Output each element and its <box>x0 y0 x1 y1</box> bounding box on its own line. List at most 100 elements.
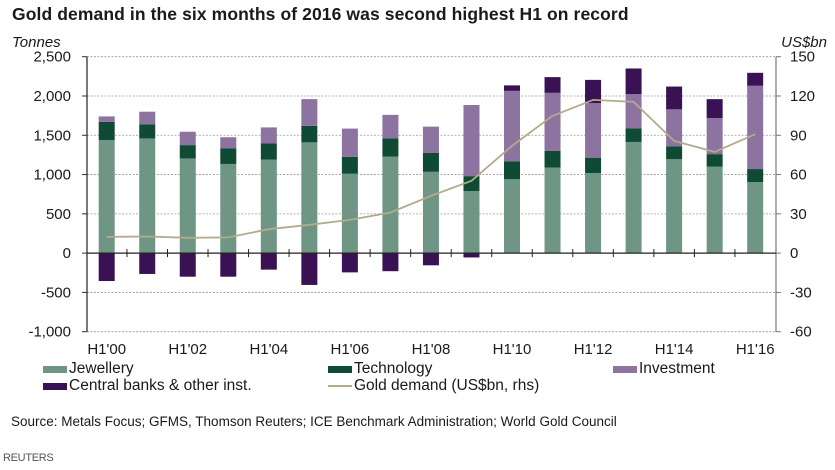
bar-technology <box>625 128 642 142</box>
bar-jewellery <box>139 138 156 254</box>
y-tick-label: 0 <box>63 245 71 262</box>
x-tick-label: H1'00 <box>87 341 126 358</box>
legend-swatch-central-banks <box>43 382 67 390</box>
bar-central-banks-other-inst <box>179 253 196 277</box>
bar-investment <box>747 85 764 170</box>
bar-technology <box>301 125 318 143</box>
tick-labels: 2,500 2,000 1,500 1,000 500 0 -500 -1,000 150 120… <box>28 49 815 358</box>
bar-central-banks-other-inst <box>341 253 358 273</box>
bar-central-banks-other-inst <box>382 253 399 272</box>
x-tick-label: H1'02 <box>168 341 207 358</box>
bar-jewellery <box>463 191 480 254</box>
bar-jewellery <box>544 167 561 254</box>
bar-jewellery <box>98 139 115 254</box>
bar-central-banks-other-inst <box>422 253 439 266</box>
y2-tick-label: 30 <box>790 206 807 223</box>
bar-jewellery <box>706 166 723 254</box>
bar-technology <box>382 138 399 157</box>
bar-jewellery <box>422 171 439 254</box>
bar-investment <box>585 103 602 158</box>
bar-technology <box>463 176 480 192</box>
bar-technology <box>666 146 683 160</box>
bar-jewellery <box>382 156 399 254</box>
chart-title: Gold demand in the six months of 2016 wa… <box>12 4 629 24</box>
y-tick-label: 1,000 <box>33 167 71 184</box>
bar-investment <box>341 128 358 157</box>
legend-item-gold-demand: Gold demand (US$bn, rhs) <box>328 377 539 395</box>
x-tick-label: H1'06 <box>331 341 370 358</box>
bar-technology <box>260 143 277 160</box>
legend-item-investment: Investment <box>613 360 715 378</box>
bar-jewellery <box>666 159 683 254</box>
x-tick-label: H1'12 <box>574 341 613 358</box>
bar-central-banks-other-inst <box>666 86 683 110</box>
bar-investment <box>260 127 277 144</box>
bar-technology <box>504 161 520 180</box>
bar-investment <box>422 126 439 153</box>
bar-technology <box>220 148 237 164</box>
y-tick-label: -1,000 <box>28 324 71 341</box>
legend-swatch-gold-demand <box>328 385 352 387</box>
bar-technology <box>585 157 602 173</box>
x-tick-label: H1'10 <box>493 341 532 358</box>
bar-central-banks-other-inst <box>706 99 723 118</box>
bar-jewellery <box>585 172 602 254</box>
y2-tick-label: 150 <box>790 49 815 66</box>
y2-tick-label: -30 <box>790 284 812 301</box>
bar-technology <box>706 154 723 167</box>
bar-technology <box>341 156 358 174</box>
legend-swatch-jewellery <box>43 365 67 373</box>
bar-investment <box>179 131 196 146</box>
bar-jewellery <box>504 179 520 254</box>
bar-investment <box>98 116 115 122</box>
bar-technology <box>139 124 156 139</box>
bar-central-banks-other-inst <box>504 85 520 91</box>
bar-central-banks-other-inst <box>544 77 561 93</box>
source-note: Source: Metals Focus; GFMS, Thomson Reut… <box>11 414 617 429</box>
y-tick-label: 2,500 <box>33 49 71 66</box>
bar-investment <box>544 92 561 151</box>
legend-label-gold-demand: Gold demand (US$bn, rhs) <box>354 377 540 394</box>
y-tick-label: 500 <box>46 206 71 223</box>
bar-central-banks-other-inst <box>220 253 237 277</box>
bar-central-banks-other-inst <box>301 253 318 285</box>
bar-jewellery <box>747 182 764 254</box>
legend-item-central-banks: Central banks & other inst. <box>43 377 252 395</box>
bar-technology <box>98 121 115 140</box>
bar-jewellery <box>260 159 277 254</box>
bar-investment <box>301 99 318 126</box>
bar-technology <box>544 150 561 168</box>
bar-investment <box>220 137 237 149</box>
credit-label: REUTERS <box>3 452 54 464</box>
bar-central-banks-other-inst <box>98 253 115 282</box>
bar-central-banks-other-inst <box>747 72 764 86</box>
legend-item-jewellery: Jewellery <box>43 360 134 378</box>
bar-technology <box>422 152 439 172</box>
y2-tick-label: 0 <box>790 245 798 262</box>
legend-item-technology: Technology <box>328 360 432 378</box>
bar-jewellery <box>341 173 358 254</box>
bar-technology <box>747 169 764 183</box>
bars <box>98 68 764 285</box>
x-tick-label: H1'14 <box>655 341 694 358</box>
y-tick-label: 1,500 <box>33 127 71 144</box>
bar-jewellery <box>179 158 196 254</box>
bar-central-banks-other-inst <box>625 68 642 95</box>
bar-technology <box>179 145 196 159</box>
x-tick-label: H1'08 <box>412 341 451 358</box>
bar-jewellery <box>301 142 318 254</box>
bar-jewellery <box>625 141 642 254</box>
y-axis-label: Tonnes <box>12 34 61 51</box>
legend-label-jewellery: Jewellery <box>69 360 134 377</box>
legend-swatch-investment <box>613 365 637 373</box>
gold-demand-line-group <box>106 99 756 239</box>
y2-axis-label: US$bn <box>781 34 827 51</box>
y-tick-label: -500 <box>41 284 71 301</box>
bar-investment <box>139 111 156 125</box>
axes <box>82 56 781 333</box>
legend-label-investment: Investment <box>639 360 715 377</box>
bar-central-banks-other-inst <box>463 253 480 258</box>
x-tick-label: H1'16 <box>736 341 775 358</box>
gold-demand-line <box>106 99 756 239</box>
bar-investment <box>463 105 480 177</box>
